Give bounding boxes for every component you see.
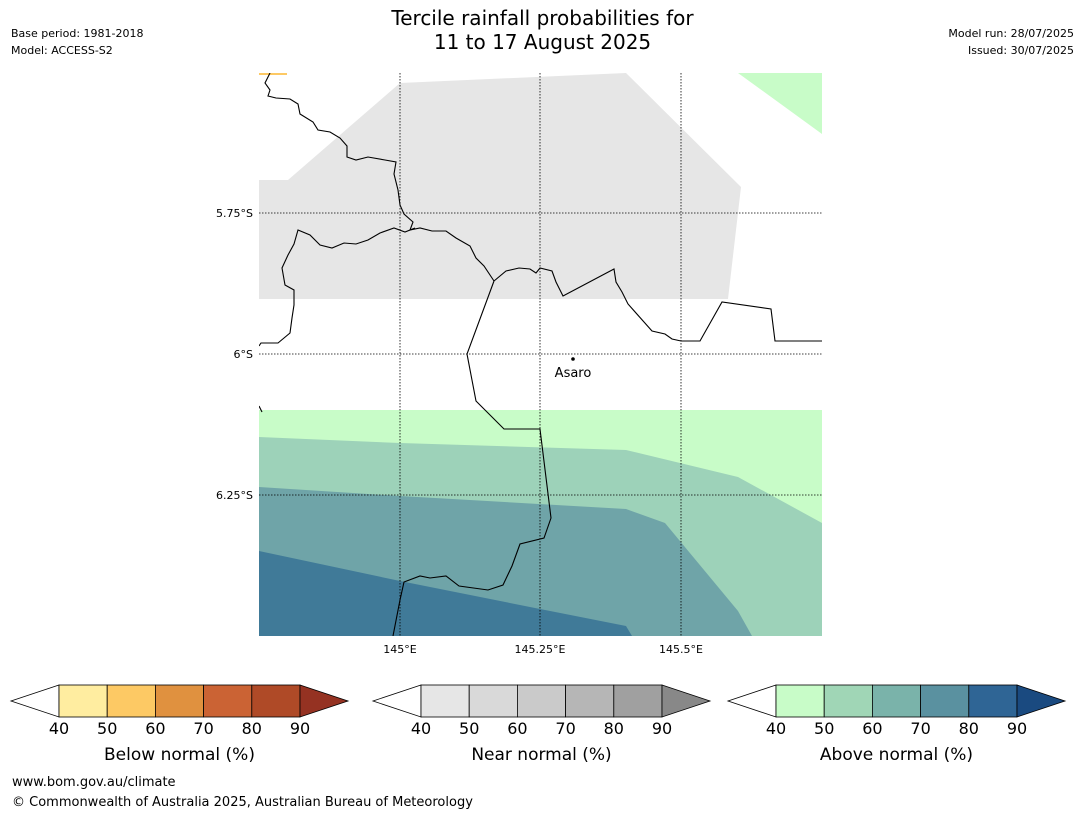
model-run-label: Model run: 28/07/2025 [948,27,1074,40]
colorbar-2-segment-0 [775,684,825,718]
colorbar-0-tick-3: 70 [193,719,214,738]
colorbar-1-low-extension [371,684,422,718]
lat-label-1: 5.75°S [216,207,253,220]
colorbar-1-segment-1 [468,684,518,718]
colorbar-2-tick-4: 80 [958,719,979,738]
colorbar-2-tick-0: 40 [765,719,787,738]
colorbar-1-segment-0 [420,684,470,718]
colorbar-1-high-extension [661,684,712,718]
lat-label-3: 6.25°S [216,489,253,502]
colorbar-1-tick-3: 70 [555,719,576,738]
colorbar-0-segment-0 [58,684,108,718]
place-label-asaro: Asaro [555,366,592,381]
asaro-marker [571,357,575,361]
base-period-label: Base period: 1981-2018 [11,27,144,40]
colorbar-1-segment-4 [613,684,663,718]
colorbar-1-tick-0: 40 [410,719,432,738]
province-boundaries [259,73,822,636]
graticule [259,73,822,636]
colorbar-1-segment-2 [517,684,567,718]
footer-copyright: © Commonwealth of Australia 2025, Austra… [12,795,473,810]
colorbar-0-segment-1 [106,684,156,718]
title-line-1: Tercile rainfall probabilities for [391,6,694,30]
colorbar-2-tick-2: 60 [862,719,883,738]
colorbar-2-segment-2 [872,684,922,718]
colorbar-2-tick-1: 50 [814,719,835,738]
colorbar-0-segment-4 [251,684,301,718]
lon-label-2: 145.25°E [515,643,566,656]
colorbar-2-tick-5: 90 [1006,719,1028,738]
near-normal-region [259,73,741,299]
issued-label: Issued: 30/07/2025 [967,44,1074,57]
colorbar-0-high-extension [299,684,350,718]
colorbar-1-label: Near normal (%) [471,745,612,765]
colorbar-0-tick-2: 60 [145,719,166,738]
colorbar-2-segment-1 [823,684,873,718]
map-area [259,73,822,636]
lon-label-3: 145.5°E [659,643,703,656]
colorbar-0-tick-5: 90 [289,719,311,738]
colorbar-1-tick-4: 80 [603,719,624,738]
colorbar-1-segment-3 [565,684,615,718]
title-line-2: 11 to 17 August 2025 [433,30,652,54]
colorbar-2-segment-4 [968,684,1018,718]
lon-label-1: 145°E [383,643,416,656]
colorbar-1-tick-5: 90 [651,719,673,738]
colorbars [9,684,1067,718]
colorbar-0-tick-0: 40 [48,719,70,738]
colorbar-0-low-extension [9,684,60,718]
colorbar-0-segment-2 [154,684,204,718]
above-normal-70-band [259,551,632,636]
lat-label-2: 6°S [234,348,253,361]
footer-url[interactable]: www.bom.gov.au/climate [12,775,176,790]
colorbar-0-tick-4: 80 [241,719,262,738]
colorbar-0-segment-3 [203,684,253,718]
colorbar-2-segment-3 [920,684,970,718]
colorbar-2-high-extension [1016,684,1067,718]
model-label: Model: ACCESS-S2 [11,44,113,57]
page-title: Tercile rainfall probabilities for 11 to… [0,6,1085,54]
colorbar-0-tick-1: 50 [97,719,118,738]
below-normal-sliver [259,73,287,75]
above-normal-patch-ne [738,73,822,134]
colorbar-1-tick-2: 60 [507,719,528,738]
colorbar-2-tick-3: 70 [910,719,931,738]
colorbar-0-label: Below normal (%) [104,745,255,765]
colorbar-2-label: Above normal (%) [819,745,974,765]
colorbar-2-low-extension [726,684,777,718]
colorbar-1-tick-1: 50 [459,719,480,738]
